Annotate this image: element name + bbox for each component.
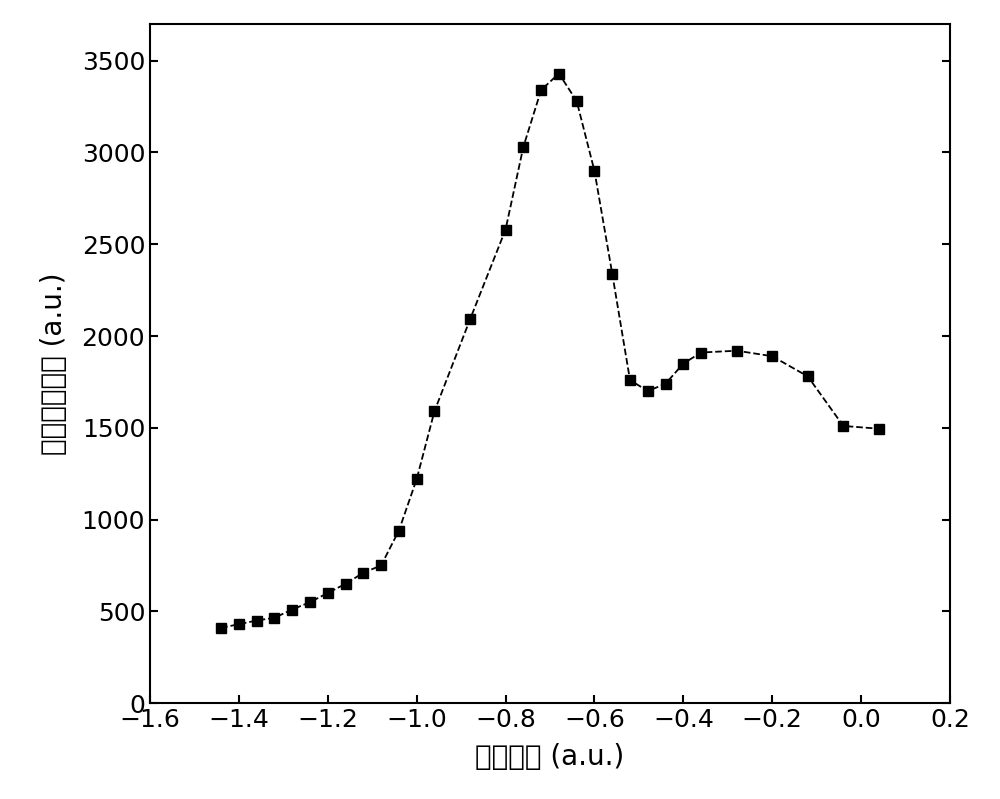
Y-axis label: 频率误差信号 (a.u.): 频率误差信号 (a.u.) [40, 272, 68, 455]
X-axis label: 微波功率 (a.u.): 微波功率 (a.u.) [475, 743, 625, 771]
